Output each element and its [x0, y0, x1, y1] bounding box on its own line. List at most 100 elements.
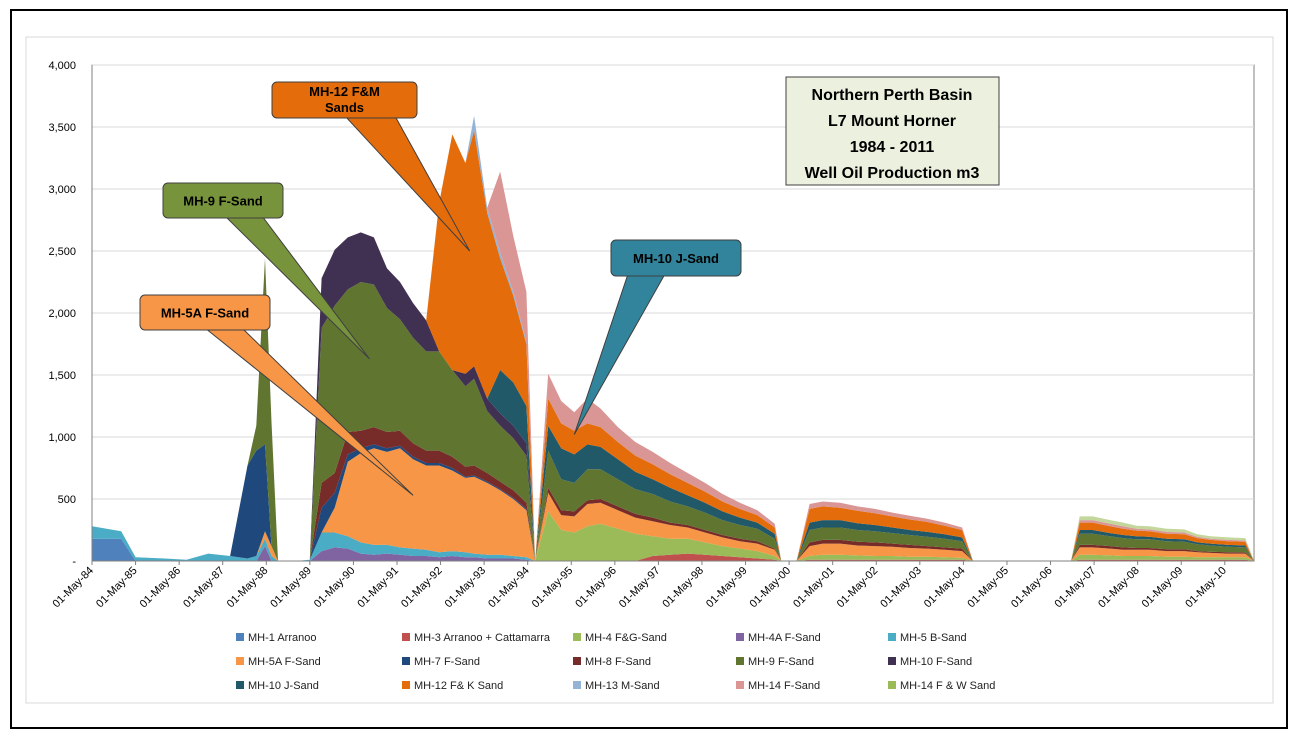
area-series-mh-9-f-sand	[92, 258, 1254, 561]
y-tick-label: 2,500	[48, 246, 76, 258]
y-tick-labels: - 500 1,000 1,500 2,000 2,500 3,000 3,500 4,000	[48, 60, 76, 568]
chart-title-line-2: L7 Mount Horner	[828, 113, 956, 130]
area-series-mh-10-j-sand	[92, 232, 1254, 561]
legend-label: MH-14 F & W Sand	[900, 680, 995, 692]
x-tick-label: 01-May-10	[1183, 565, 1229, 611]
area-series-mh-8-f-sand	[92, 427, 1254, 561]
legend-label: MH-8 F-Sand	[585, 656, 651, 668]
legend-label: MH-5A F-Sand	[248, 656, 321, 668]
legend-item: MH-8 F-Sand	[573, 656, 651, 668]
y-tick-label: 2,000	[48, 308, 76, 320]
legend-swatch	[573, 657, 581, 665]
x-tick-label: 01-May-84	[50, 565, 96, 611]
x-tick-label: 01-May-95	[530, 565, 576, 611]
legend-label: MH-9 F-Sand	[748, 656, 814, 668]
legend-item: MH-5A F-Sand	[236, 656, 321, 668]
x-tick-label: 01-May-89	[268, 565, 314, 611]
legend-item: MH-9 F-Sand	[736, 656, 814, 668]
area-series-mh-14-f-sand	[92, 115, 1254, 562]
legend-item: MH-1 Arranoo	[236, 632, 316, 644]
callout-box	[139, 294, 271, 331]
x-tick-label: 01-May-96	[573, 565, 619, 611]
x-tick-label: 01-May-90	[312, 565, 358, 611]
x-tick-label: 01-May-87	[181, 565, 227, 611]
area-series-mh-3-arranoo-cattamarra	[92, 538, 1254, 561]
legend-item: MH-14 F-Sand	[736, 680, 820, 692]
legend-item: MH-5 B-Sand	[888, 632, 967, 644]
legend-label: MH-1 Arranoo	[248, 632, 316, 644]
legend-swatch	[888, 681, 896, 689]
x-tick-label: 01-May-94	[486, 565, 532, 611]
legend-swatch	[736, 633, 744, 641]
legend-label: MH-13 M-Sand	[585, 680, 660, 692]
chart-area-border	[25, 36, 1274, 704]
callout-label: Sands	[325, 100, 364, 115]
legend-item: MH-10 J-Sand	[236, 680, 319, 692]
area-series-mh-5a-f-sand	[92, 448, 1254, 561]
callout-mh-9-f-sand: MH-9 F-Sand	[162, 182, 370, 360]
x-tick-label: 01-May-01	[791, 565, 837, 611]
gridlines	[92, 64, 1254, 500]
legend-swatch	[402, 633, 410, 641]
x-tick-label: 01-May-09	[1140, 565, 1186, 611]
callout-mh-10-j-sand: MH-10 J-Sand	[573, 239, 742, 435]
x-tick-label: 01-May-85	[94, 565, 140, 611]
y-tick-label: 1,000	[48, 432, 76, 444]
legend-swatch	[573, 681, 581, 689]
callout-box	[610, 239, 742, 277]
y-tick-label: 3,500	[48, 122, 76, 134]
legend-swatch	[736, 657, 744, 665]
legend-item: MH-4A F-Sand	[736, 632, 821, 644]
x-tick-label: 01-May-91	[355, 565, 401, 611]
x-tick-label: 01-May-98	[660, 565, 706, 611]
legend-item: MH-3 Arranoo + Cattamarra	[402, 632, 551, 644]
legend-label: MH-14 F-Sand	[748, 680, 820, 692]
callout-label: MH-12 F&M	[309, 84, 380, 99]
chart-title-line-1: Northern Perth Basin	[812, 87, 973, 104]
legend-label: MH-5 B-Sand	[900, 632, 967, 644]
callout-mh-5a-f-sand: MH-5A F-Sand	[139, 294, 414, 496]
x-tick-label: 01-May-05	[965, 565, 1011, 611]
x-tick-labels: 01-May-8401-May-8501-May-8601-May-8701-M…	[50, 565, 1228, 611]
legend-swatch	[888, 633, 896, 641]
legend-swatch	[402, 681, 410, 689]
legend-item: MH-10 F-Sand	[888, 656, 972, 668]
x-tick-label: 01-May-88	[225, 565, 271, 611]
callout-label: MH-10 J-Sand	[633, 251, 719, 266]
x-tick-label: 01-May-03	[878, 565, 924, 611]
area-series-mh-5-b-sand	[92, 511, 1254, 561]
area-series-mh-3-arranoo-cattamarra	[92, 511, 1254, 561]
callout-box	[162, 182, 284, 219]
legend-label: MH-7 F-Sand	[414, 656, 480, 668]
legend-swatch	[236, 657, 244, 665]
x-tick-label: 01-May-93	[443, 565, 489, 611]
legend-swatch	[402, 657, 410, 665]
axes	[91, 65, 1254, 565]
callout-label: MH-9 F-Sand	[183, 194, 263, 209]
legend-label: MH-4A F-Sand	[748, 632, 821, 644]
x-tick-label: 01-May-02	[835, 565, 881, 611]
legend-item: MH-13 M-Sand	[573, 680, 660, 692]
legend-label: MH-10 F-Sand	[900, 656, 972, 668]
legend-label: MH-3 Arranoo + Cattamarra	[414, 632, 551, 644]
y-tick-label: 4,000	[48, 60, 76, 72]
title-box-bg	[785, 76, 1000, 186]
legend-item: MH-4 F&G-Sand	[573, 632, 667, 644]
x-tick-label: 01-May-86	[138, 565, 184, 611]
legend-label: MH-10 J-Sand	[248, 680, 319, 692]
area-series	[92, 115, 1254, 562]
legend-swatch	[736, 681, 744, 689]
x-tick-label: 01-May-92	[399, 565, 445, 611]
legend-swatch	[236, 633, 244, 641]
y-tick-label: 1,500	[48, 370, 76, 382]
legend-item: MH-7 F-Sand	[402, 656, 480, 668]
chart-title-box: Northern Perth Basin L7 Mount Horner 198…	[785, 76, 1000, 186]
chart-title-line-4: Well Oil Production m3	[805, 165, 980, 182]
y-tick-label: -	[72, 556, 76, 568]
legend-swatch	[236, 681, 244, 689]
y-tick-label: 3,000	[48, 184, 76, 196]
legend-swatch	[888, 657, 896, 665]
